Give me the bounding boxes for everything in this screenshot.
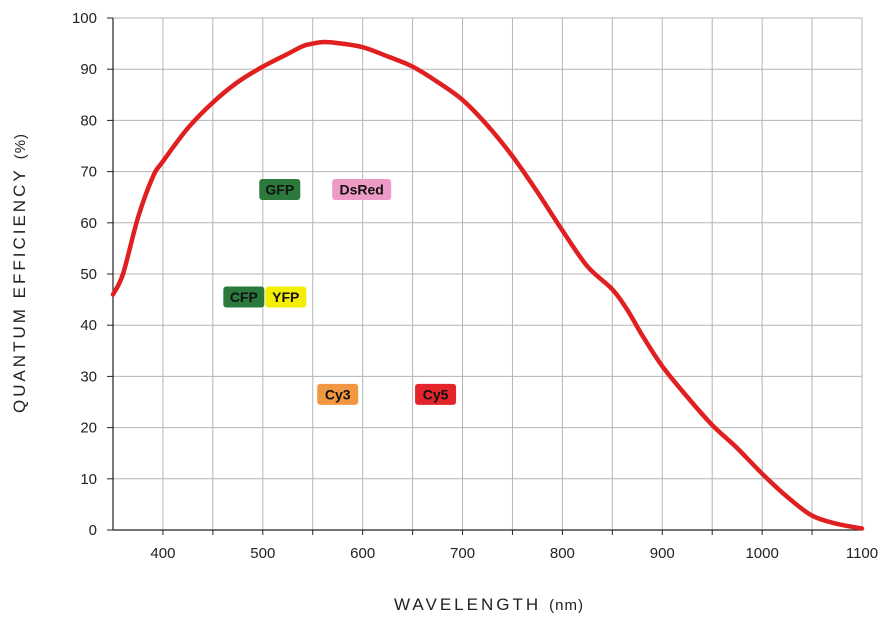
tag-cy5: Cy5 bbox=[415, 383, 457, 405]
tag-background bbox=[332, 179, 392, 201]
tag-background bbox=[317, 383, 359, 405]
qe-curve-line bbox=[110, 39, 865, 531]
axes bbox=[107, 17, 862, 535]
grid bbox=[112, 17, 863, 531]
y-tick-label: 30 bbox=[80, 368, 97, 385]
tag-label: YFP bbox=[272, 289, 299, 305]
x-tick-label: 1000 bbox=[745, 545, 778, 562]
tag-background bbox=[415, 383, 457, 405]
tag-label: CFP bbox=[230, 289, 258, 305]
tag-background bbox=[265, 286, 307, 308]
x-tick-label: 500 bbox=[250, 545, 275, 562]
y-tick-label: 80 bbox=[80, 112, 97, 129]
x-tick-labels: 400 500 600 700 800 900 1000 1100 bbox=[150, 545, 878, 562]
tag-cy3: Cy3 bbox=[317, 383, 359, 405]
tag-gfp: GFP bbox=[259, 179, 301, 201]
tag-cfp: CFP bbox=[223, 286, 265, 308]
y-tick-label: 100 bbox=[72, 10, 97, 27]
y-tick-label: 0 bbox=[89, 522, 97, 539]
tag-yfp: YFP bbox=[265, 286, 307, 308]
x-tick-label: 600 bbox=[350, 545, 375, 562]
y-tick-label: 60 bbox=[80, 215, 97, 232]
y-tick-label: 10 bbox=[80, 471, 97, 488]
y-axis-title: QUANTUM EFFICIENCY(%) bbox=[10, 133, 29, 413]
y-tick-label: 50 bbox=[80, 266, 97, 283]
x-tick-label: 1100 bbox=[846, 545, 878, 562]
x-tick-label: 800 bbox=[550, 545, 575, 562]
y-tick-labels: 0 10 20 30 40 50 60 70 80 90 100 bbox=[72, 10, 97, 539]
x-tick-label: 400 bbox=[150, 545, 175, 562]
x-tick-label: 900 bbox=[650, 545, 675, 562]
tag-background bbox=[259, 179, 301, 201]
tag-label: GFP bbox=[265, 182, 294, 198]
y-tick-label: 70 bbox=[80, 164, 97, 181]
x-tick-label: 700 bbox=[450, 545, 475, 562]
tag-dsred: DsRed bbox=[332, 179, 392, 201]
x-axis-title: WAVELENGTH (nm) bbox=[394, 595, 584, 614]
tag-label: Cy3 bbox=[325, 386, 351, 402]
series-layer bbox=[110, 39, 865, 531]
y-tick-label: 40 bbox=[80, 317, 97, 334]
tag-label: Cy5 bbox=[423, 386, 449, 402]
y-tick-label: 20 bbox=[80, 420, 97, 437]
fluorophore-tags: GFP DsRed CFP YFP Cy3 Cy5 bbox=[223, 179, 457, 405]
y-tick-label: 90 bbox=[80, 61, 97, 78]
tag-label: DsRed bbox=[339, 182, 383, 198]
tag-background bbox=[223, 286, 265, 308]
